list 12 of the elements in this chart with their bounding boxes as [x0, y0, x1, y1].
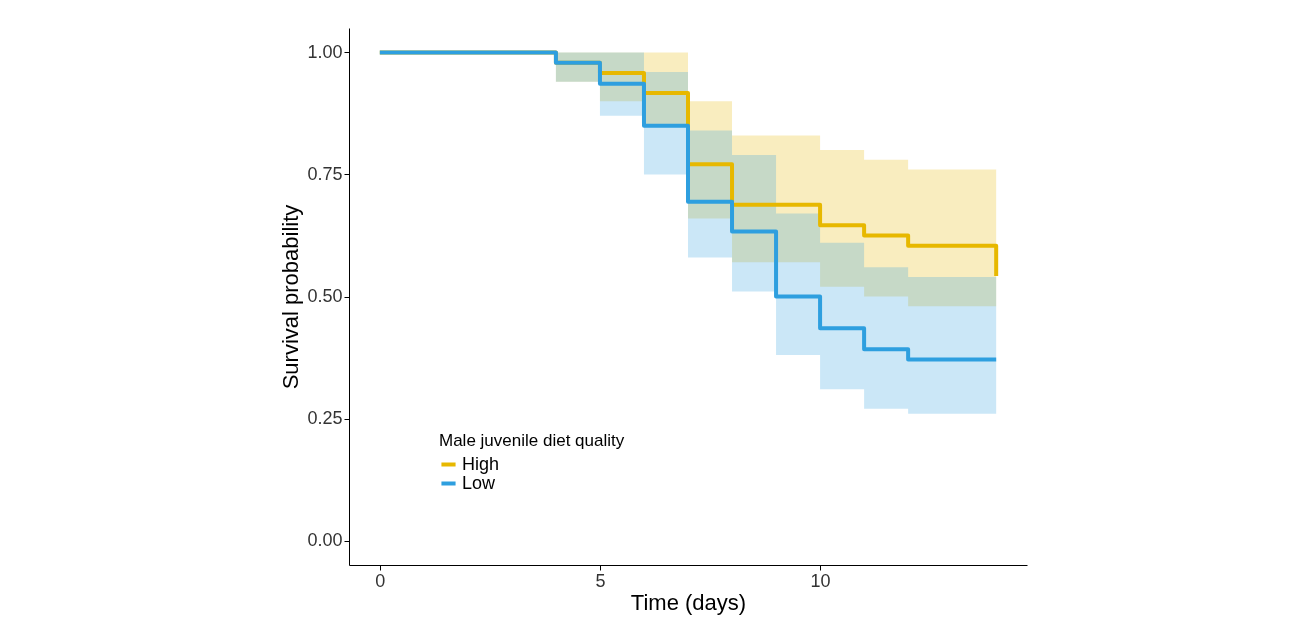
y-tick-label: 0.75 — [307, 163, 343, 184]
legend-label: High — [462, 453, 500, 474]
x-tick-label: 0 — [375, 570, 386, 591]
x-tick-label: 10 — [810, 570, 831, 591]
x-tick-label: 5 — [595, 570, 606, 591]
y-tick-label: 0.00 — [307, 530, 343, 551]
x-axis-title: Time (days) — [630, 589, 747, 615]
legend-title: Male juvenile diet quality — [439, 431, 625, 450]
y-tick-label: 0.50 — [307, 286, 343, 306]
y-tick-label: 0.25 — [307, 408, 343, 429]
y-tick-label: 1.00 — [307, 41, 343, 62]
y-axis-title: Survival probability — [278, 204, 304, 390]
